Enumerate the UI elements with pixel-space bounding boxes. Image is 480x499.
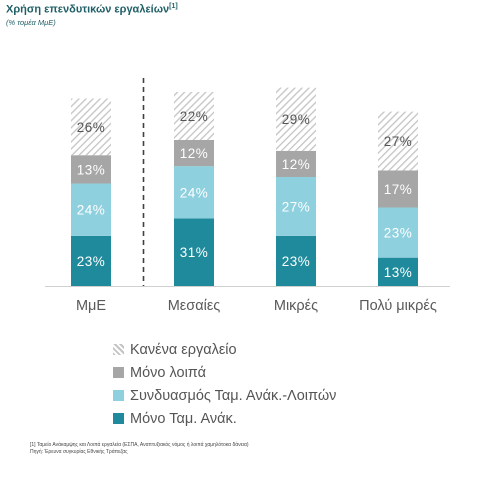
- data-label: 23%: [77, 254, 106, 269]
- category-tick-label: ΜμΕ: [76, 298, 106, 314]
- footnote-source: Πηγή: Έρευνα συγκυρίας Εθνικής Τράπεζας: [30, 449, 128, 455]
- data-label: 27%: [384, 134, 413, 149]
- legend-item-mono-loipa: Μόνο λοιπά: [113, 361, 336, 384]
- legend-swatch: [113, 367, 124, 378]
- bar-segment-mono-loipa: [71, 155, 111, 184]
- data-label: 27%: [282, 199, 311, 214]
- data-label: 23%: [282, 254, 311, 269]
- legend-item-syndyasmos: Συνδυασμός Ταμ. Ανάκ.-Λοιπών: [113, 384, 336, 407]
- legend-swatch: [113, 413, 124, 424]
- data-label: 26%: [77, 120, 106, 135]
- bar-segment-syndyasmos: [174, 166, 214, 219]
- legend-label: Συνδυασμός Ταμ. Ανάκ.-Λοιπών: [130, 387, 337, 404]
- bar-segment-kanena: [378, 111, 418, 171]
- data-label: 13%: [384, 265, 413, 280]
- data-label: 24%: [77, 203, 106, 218]
- footnotes: [1] Ταμείο Ανάκαμψης και Λοιπά εργαλεία …: [30, 442, 249, 456]
- data-label: 17%: [384, 182, 413, 197]
- bar-segment-mono-tam: [378, 257, 418, 286]
- stacked-bar-chart: 23% 24% 13% 26% ΜμΕ 31% 24% 12% 22% Μεσαίες 23% 27%…: [45, 78, 450, 314]
- legend-item-mono-tam: Μόνο Ταμ. Ανάκ.: [113, 407, 336, 430]
- bar-segment-mono-tam: [174, 218, 214, 286]
- bar-segment-kanena: [276, 87, 316, 151]
- legend-label: Κανένα εργαλείο: [130, 341, 237, 358]
- bar-segment-mono-loipa: [276, 150, 316, 177]
- bar-segment-syndyasmos: [276, 177, 316, 236]
- bar-segment-mono-loipa: [174, 139, 214, 167]
- bar-segment-mono-tam: [71, 235, 111, 286]
- chart-legend: Κανένα εργαλείο Μόνο λοιπά Συνδυασμός Ταμ.…: [113, 338, 336, 430]
- bar-segment-kanena: [174, 91, 214, 140]
- legend-label: Μόνο Ταμ. Ανάκ.: [130, 410, 237, 427]
- data-label: 31%: [180, 245, 209, 260]
- category-tick-label: Πολύ μικρές: [359, 298, 437, 314]
- category-tick-label: Μικρές: [274, 298, 318, 314]
- data-label: 12%: [282, 157, 311, 172]
- legend-label: Μόνο λοιπά: [130, 364, 206, 381]
- bar-segment-mono-tam: [276, 235, 316, 286]
- footnote-1: [1] Ταμείο Ανάκαμψης και Λοιπά εργαλεία …: [30, 442, 249, 448]
- legend-swatch: [113, 390, 124, 401]
- data-label: 22%: [180, 109, 209, 124]
- bar-segment-syndyasmos: [71, 183, 111, 236]
- data-label: 12%: [180, 146, 209, 161]
- data-label: 29%: [282, 112, 311, 127]
- bar-segment-mono-loipa: [378, 170, 418, 208]
- legend-swatch: [113, 344, 124, 355]
- category-tick-label: Μεσαίες: [168, 298, 221, 314]
- bar-segment-syndyasmos: [378, 207, 418, 258]
- chart-subtitle: (% τομέα ΜμΕ): [6, 18, 56, 27]
- bar-segment-kanena: [71, 98, 111, 156]
- legend-item-kanena: Κανένα εργαλείο: [113, 338, 336, 361]
- chart-title: Χρήση επενδυτικών εργαλείων[1]: [6, 3, 178, 16]
- data-label: 24%: [180, 185, 209, 200]
- data-label: 13%: [77, 162, 106, 177]
- data-label: 23%: [384, 226, 413, 241]
